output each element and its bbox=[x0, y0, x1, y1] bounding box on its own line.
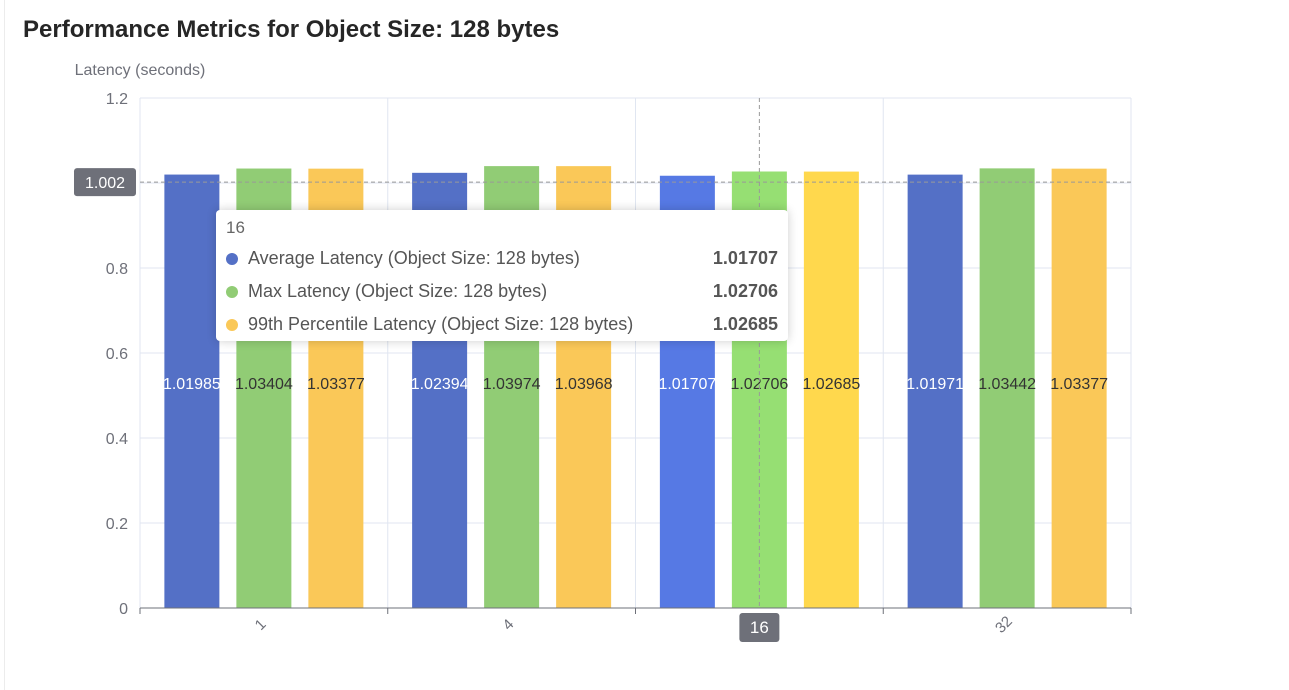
bar-data-label: 1.01971 bbox=[906, 376, 964, 393]
tooltip-header: 16 bbox=[226, 218, 245, 237]
tooltip-series-name: Average Latency (Object Size: 128 bytes) bbox=[248, 248, 580, 268]
bar-data-label: 1.03377 bbox=[307, 376, 365, 393]
y-tick-label: 0 bbox=[119, 601, 128, 618]
y-tick-label: 0.2 bbox=[106, 516, 128, 533]
y-tick-label: 1.2 bbox=[106, 91, 128, 108]
bar[interactable] bbox=[907, 174, 963, 609]
bar[interactable] bbox=[1051, 168, 1107, 608]
y-pointer-value: 1.002 bbox=[85, 175, 125, 192]
x-tick-label: 4 bbox=[499, 616, 517, 634]
x-pointer-badge bbox=[739, 613, 780, 642]
page-frame bbox=[4, 0, 1289, 690]
bar-data-label: 1.02706 bbox=[730, 376, 788, 393]
bar-data-label: 1.03442 bbox=[978, 376, 1036, 393]
bar-data-label: 1.03968 bbox=[555, 376, 613, 393]
x-tick-label: 1 bbox=[252, 616, 270, 634]
chart-tooltip: 16 Average Latency (Object Size: 128 byt… bbox=[216, 210, 788, 341]
y-tick-label: 0.4 bbox=[106, 431, 128, 448]
chart-title: Performance Metrics for Object Size: 128… bbox=[23, 16, 560, 43]
bar-data-label: 1.02394 bbox=[411, 376, 469, 393]
bar[interactable] bbox=[979, 168, 1035, 608]
bar[interactable] bbox=[803, 171, 859, 608]
bar-data-label: 1.01985 bbox=[163, 376, 221, 393]
y-tick-label: 0.8 bbox=[106, 261, 128, 278]
y-tick-label: 0.6 bbox=[106, 346, 128, 363]
bar-data-label: 1.02685 bbox=[802, 376, 860, 393]
y-axis-label: Latency (seconds) bbox=[75, 62, 206, 79]
series-dot-icon bbox=[226, 252, 238, 265]
tooltip-row-average: Average Latency (Object Size: 128 bytes)… bbox=[226, 242, 778, 275]
y-pointer-badge bbox=[74, 168, 136, 197]
tooltip-series-value: 1.01707 bbox=[712, 248, 778, 268]
bar-data-label: 1.03377 bbox=[1050, 376, 1108, 393]
data-label-layer: 1.01985 1.03404 1.03377 1.02394 1.03974 1.039… bbox=[163, 376, 1108, 393]
bar-data-label: 1.01707 bbox=[658, 376, 716, 393]
tooltip-series-name: Max Latency (Object Size: 128 bytes) bbox=[248, 281, 548, 301]
bar-data-label: 1.03404 bbox=[235, 376, 293, 393]
series-dot-icon bbox=[226, 285, 238, 298]
x-tick-label: 32 bbox=[992, 613, 1016, 637]
tooltip-row-max: Max Latency (Object Size: 128 bytes) 1.0… bbox=[226, 275, 778, 308]
bar[interactable] bbox=[164, 174, 220, 608]
tooltip-series-name: 99th Percentile Latency (Object Size: 12… bbox=[248, 314, 634, 334]
x-pointer-value: 16 bbox=[750, 618, 769, 637]
axis-pointer-layer: 1.002 16 bbox=[74, 98, 1131, 642]
grid-layer bbox=[139, 97, 1132, 608]
bar-data-label: 1.03974 bbox=[483, 376, 541, 393]
tooltip-series-value: 1.02706 bbox=[712, 281, 778, 301]
series-dot-icon bbox=[226, 318, 238, 331]
tooltip-series-value: 1.02685 bbox=[712, 314, 778, 334]
tooltip-row-p99: 99th Percentile Latency (Object Size: 12… bbox=[226, 308, 778, 341]
